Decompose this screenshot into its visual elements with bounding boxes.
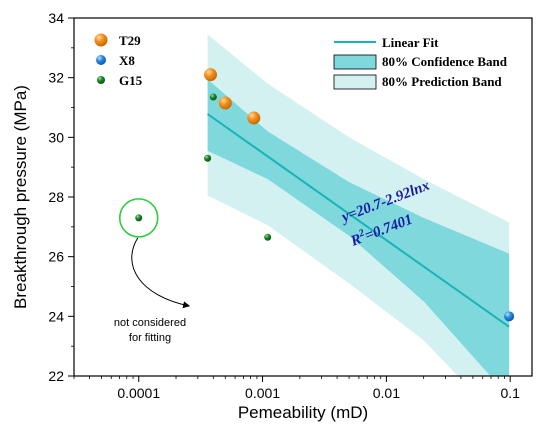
- data-point-g15: [264, 233, 272, 241]
- data-point-g15: [209, 93, 217, 101]
- annotation-group: not considered for fitting: [114, 198, 191, 344]
- legend-label-x8: X8: [119, 53, 135, 68]
- y-axis-label: Breakthrough pressure (MPa): [11, 85, 30, 309]
- linear-fit-line: [207, 113, 510, 328]
- annotation-line1: not considered: [114, 317, 186, 329]
- legend-marker-t29: [94, 33, 108, 47]
- legend-label-prediction: 80% Prediction Band: [382, 74, 502, 89]
- data-point-t29: [218, 96, 232, 110]
- fit-line-group: [207, 113, 510, 328]
- r2-superscript: 2: [356, 228, 366, 240]
- x-tick-label: 0.001: [245, 385, 280, 401]
- data-point-g15: [135, 214, 143, 222]
- axis-ticks: 0.0001 0.001 0.01 0.1 22 24 26 28 30 32 34: [48, 10, 520, 401]
- x-tick-label: 0.0001: [117, 385, 160, 401]
- annotation-arrow: [131, 237, 191, 309]
- data-point-x8: [504, 311, 515, 322]
- data-point-g15: [204, 154, 212, 162]
- legend-marker-prediction: [333, 74, 377, 90]
- y-tick-label: 34: [48, 10, 64, 26]
- x-tick-label: 0.1: [500, 385, 520, 401]
- y-tick-label: 26: [48, 249, 64, 265]
- data-point-t29: [247, 111, 261, 125]
- y-tick-label: 24: [48, 308, 64, 324]
- legend-marker-confidence: [333, 54, 377, 70]
- y-tick-label: 32: [48, 70, 64, 86]
- confidence-band: [207, 79, 510, 376]
- r2-label: R: [348, 231, 364, 250]
- legend-marker-g15: [97, 76, 105, 84]
- y-tick-label: 22: [48, 368, 64, 384]
- data-points: [135, 68, 515, 322]
- legend-series: T29 X8 G15: [94, 33, 143, 88]
- legend-label-t29: T29: [119, 33, 141, 48]
- y-tick-label: 28: [48, 189, 64, 205]
- data-point-t29: [204, 68, 218, 82]
- x-tick-label: 0.01: [373, 385, 400, 401]
- legend-label-linear-fit: Linear Fit: [382, 35, 439, 50]
- legend-label-confidence: 80% Confidence Band: [382, 54, 508, 69]
- excluded-point-circle: [118, 198, 159, 238]
- y-tick-label: 30: [48, 129, 64, 145]
- x-axis-label: Pemeability (mD): [238, 403, 368, 422]
- legend-label-g15: G15: [119, 73, 143, 88]
- legend-marker-x8: [96, 55, 106, 65]
- annotation-line2: for fitting: [129, 332, 171, 344]
- fit-bands: [207, 34, 510, 376]
- legend-fit: Linear Fit 80% Confidence Band 80% Predi…: [333, 35, 508, 90]
